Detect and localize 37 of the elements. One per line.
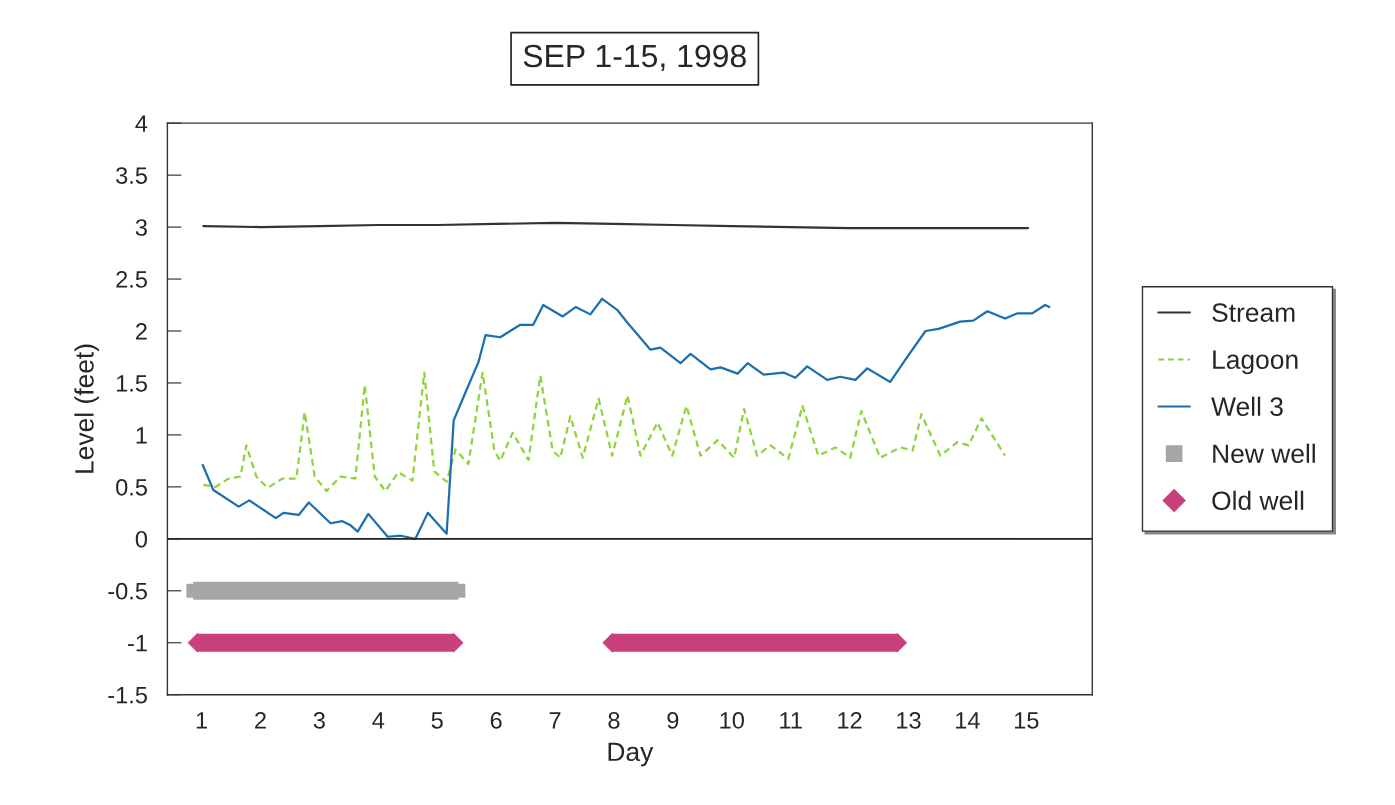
- legend-label: Well 3: [1211, 396, 1283, 417]
- x-tick-label: 3: [313, 712, 325, 729]
- x-tick-label: 8: [608, 712, 620, 729]
- y-tick-label: -0.5: [108, 582, 147, 600]
- chart-title: SEP 1-15, 1998: [523, 44, 746, 72]
- x-tick-label: 9: [667, 712, 679, 729]
- x-tick-label: 11: [780, 712, 802, 729]
- x-tick-label: 7: [549, 712, 561, 729]
- y-tick-label: 0: [135, 530, 148, 548]
- y-axis-title: Level (feet): [74, 344, 99, 473]
- x-tick-label: 5: [431, 712, 443, 729]
- legend-label: Stream: [1212, 303, 1295, 322]
- y-tick-label: 2.5: [116, 271, 147, 288]
- y-tick-label: -1: [128, 635, 147, 652]
- x-tick-label: 10: [720, 712, 744, 729]
- x-tick-label: 15: [1014, 712, 1039, 729]
- y-tick-label: 2: [136, 323, 147, 340]
- legend-label: Old well: [1212, 490, 1304, 511]
- y-tick-label: 3.5: [116, 167, 147, 184]
- x-tick-label: 4: [372, 712, 385, 729]
- x-tick-label: 14: [956, 712, 980, 729]
- line-series: [202, 371, 1007, 493]
- x-tick-label: 1: [196, 712, 207, 729]
- x-tick-label: 6: [490, 712, 502, 729]
- y-tick-label: -1.5: [108, 687, 147, 704]
- legend-label: Lagoon: [1213, 350, 1298, 375]
- x-tick-label: 12: [838, 712, 862, 729]
- y-tick-label: 3: [135, 219, 147, 236]
- line-series: [201, 297, 1051, 540]
- y-tick-label: 1.5: [116, 375, 147, 392]
- x-tick-label: 2: [255, 712, 266, 729]
- y-tick-label: 1: [136, 427, 147, 444]
- y-tick-label: 0.5: [116, 478, 147, 496]
- x-tick-label: 13: [897, 712, 921, 729]
- legend-label: New well: [1213, 443, 1315, 464]
- x-axis-title: Day: [608, 742, 654, 767]
- y-tick-label: 4: [135, 115, 148, 132]
